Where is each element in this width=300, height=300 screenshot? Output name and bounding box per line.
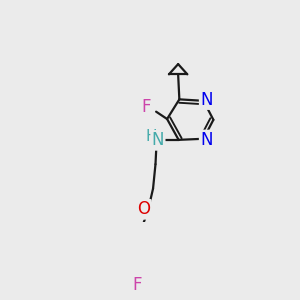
Text: N: N [152,131,164,149]
Text: F: F [133,276,142,294]
Text: F: F [142,98,151,116]
Text: H: H [146,129,157,144]
Text: N: N [200,131,213,149]
Text: N: N [200,91,213,109]
Text: O: O [137,200,150,218]
